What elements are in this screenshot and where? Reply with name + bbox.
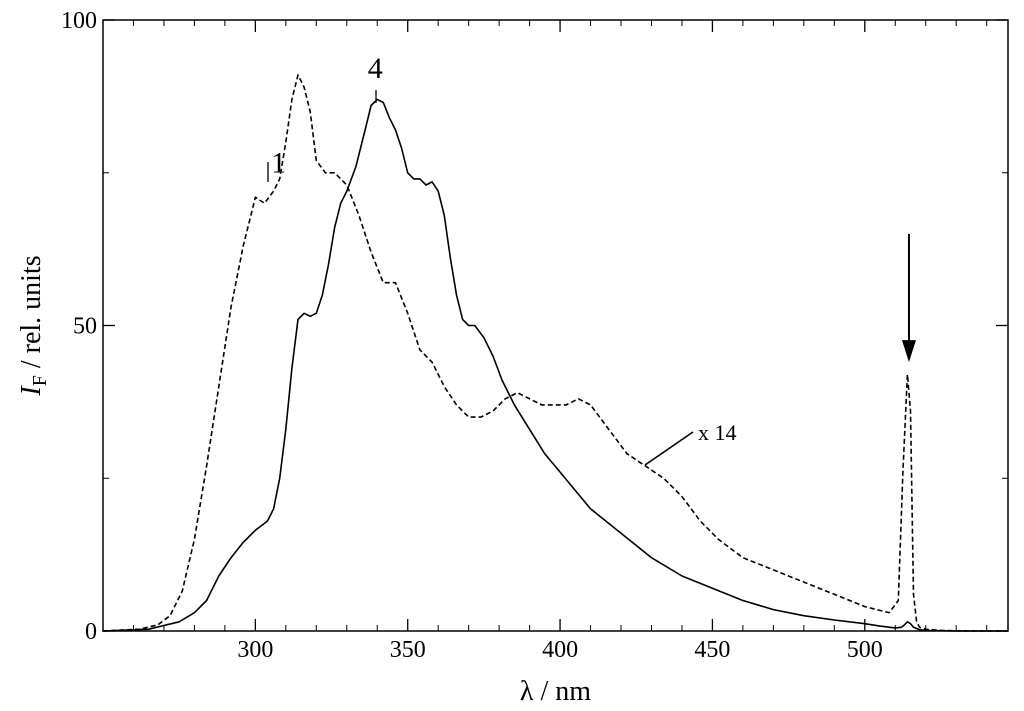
- plot-frame: [102, 19, 1009, 632]
- y-tick-label: 100: [61, 8, 97, 34]
- peak-arrow-head: [901, 340, 916, 363]
- x-tick-label: 400: [542, 637, 578, 663]
- y-axis-subscript: F: [29, 375, 51, 386]
- x-axis-title: λ / nm: [520, 676, 591, 707]
- series-line-4: [102, 98, 1008, 632]
- y-axis-unit: / rel. units: [16, 255, 47, 375]
- y-tick-label: 0: [85, 619, 97, 645]
- curve-label-1: 1: [271, 147, 286, 180]
- x-tick-label: 300: [237, 637, 273, 663]
- x-tick-label: 500: [847, 637, 883, 663]
- tick-marks: [103, 19, 1008, 632]
- annotations: 1 4 x 14: [267, 52, 916, 466]
- scale-factor-leader: [644, 431, 694, 466]
- series-line-1: [102, 74, 1008, 632]
- tick-labels: 300 350 400 450 500 0 50 100: [61, 8, 883, 663]
- data-series: [102, 74, 1008, 632]
- y-tick-label: 50: [73, 314, 97, 340]
- x-tick-label: 450: [694, 637, 730, 663]
- y-axis-title: IF / rel. units: [16, 255, 51, 396]
- curve-label-4: 4: [368, 52, 383, 85]
- y-axis-symbol: I: [16, 385, 47, 397]
- scale-factor-label: x 14: [698, 420, 737, 445]
- x-tick-label: 350: [390, 637, 426, 663]
